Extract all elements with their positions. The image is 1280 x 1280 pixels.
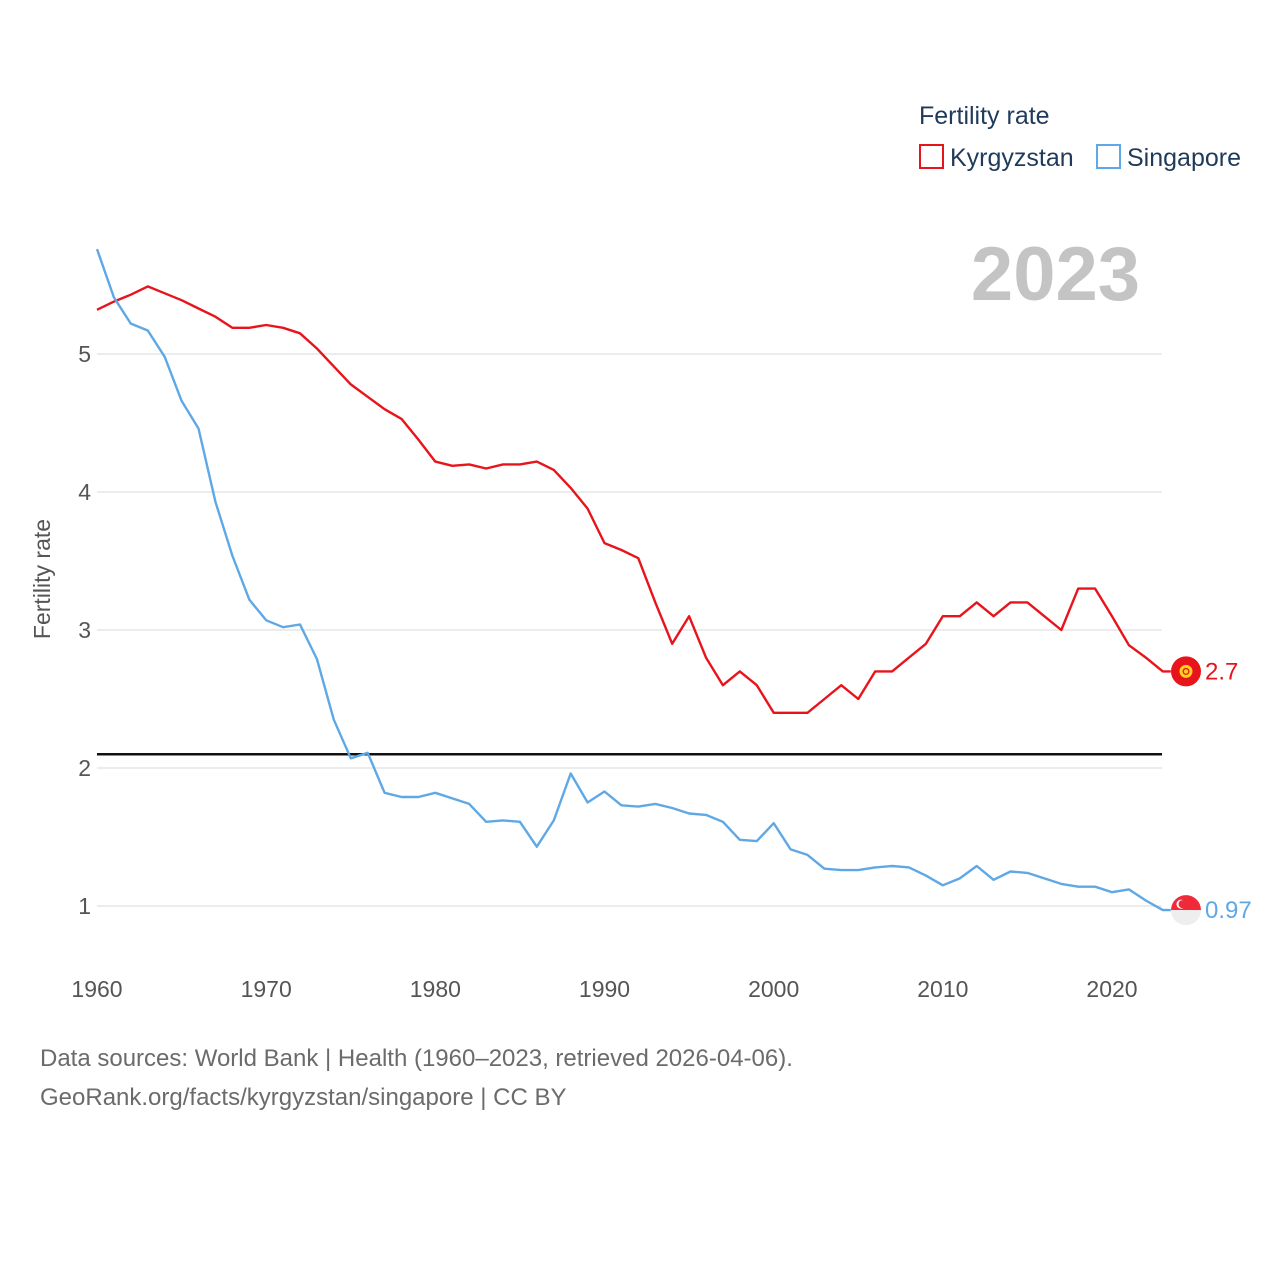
x-tick-label-2010: 2010 <box>917 976 968 1002</box>
y-tick-label-3: 3 <box>78 617 91 643</box>
legend-title: Fertility rate <box>919 102 1050 130</box>
flag-marker-singapore <box>1171 895 1201 926</box>
grid-lines <box>97 353 1162 907</box>
legend-label-kyrgyzstan: Kyrgyzstan <box>950 144 1074 172</box>
license-line[interactable]: GeoRank.org/facts/kyrgyzstan/singapore |… <box>40 1084 567 1111</box>
series-line-kyrgyzstan <box>96 285 1171 714</box>
legend: Fertility rate Kyrgyzstan Singapore <box>919 102 1241 172</box>
x-tick-label-1980: 1980 <box>410 976 461 1002</box>
x-tick-label-2020: 2020 <box>1086 976 1137 1002</box>
legend-item-singapore[interactable]: Singapore <box>1096 144 1241 172</box>
end-value-label-kyrgyzstan: 2.7 <box>1205 658 1238 685</box>
legend-item-kyrgyzstan[interactable]: Kyrgyzstan <box>919 144 1074 172</box>
source-line: Data sources: World Bank | Health (1960–… <box>40 1045 793 1072</box>
x-tick-label-2000: 2000 <box>748 976 799 1002</box>
end-markers: 2.7 0.97 <box>1171 656 1252 926</box>
y-tick-label-1: 1 <box>78 893 91 919</box>
series-line-singapore <box>95 248 1171 912</box>
x-tick-label-1970: 1970 <box>241 976 292 1002</box>
y-tick-label-2: 2 <box>78 755 91 781</box>
year-label: 2023 <box>971 232 1140 317</box>
y-tick-label-4: 4 <box>78 479 91 505</box>
x-tick-label-1990: 1990 <box>579 976 630 1002</box>
flag-marker-kyrgyzstan <box>1171 656 1201 687</box>
legend-swatch-singapore <box>1096 144 1121 169</box>
y-axis-label: Fertility rate <box>29 519 55 639</box>
axis-ticks: 1 2 3 4 5 1960 1970 1980 1990 2000 2010 2020 <box>71 341 1137 1002</box>
legend-swatch-kyrgyzstan <box>919 144 944 169</box>
series-lines <box>95 248 1171 912</box>
end-value-label-singapore: 0.97 <box>1205 897 1252 924</box>
legend-label-singapore: Singapore <box>1127 144 1241 172</box>
x-tick-label-1960: 1960 <box>71 976 122 1002</box>
y-tick-label-5: 5 <box>78 341 91 367</box>
